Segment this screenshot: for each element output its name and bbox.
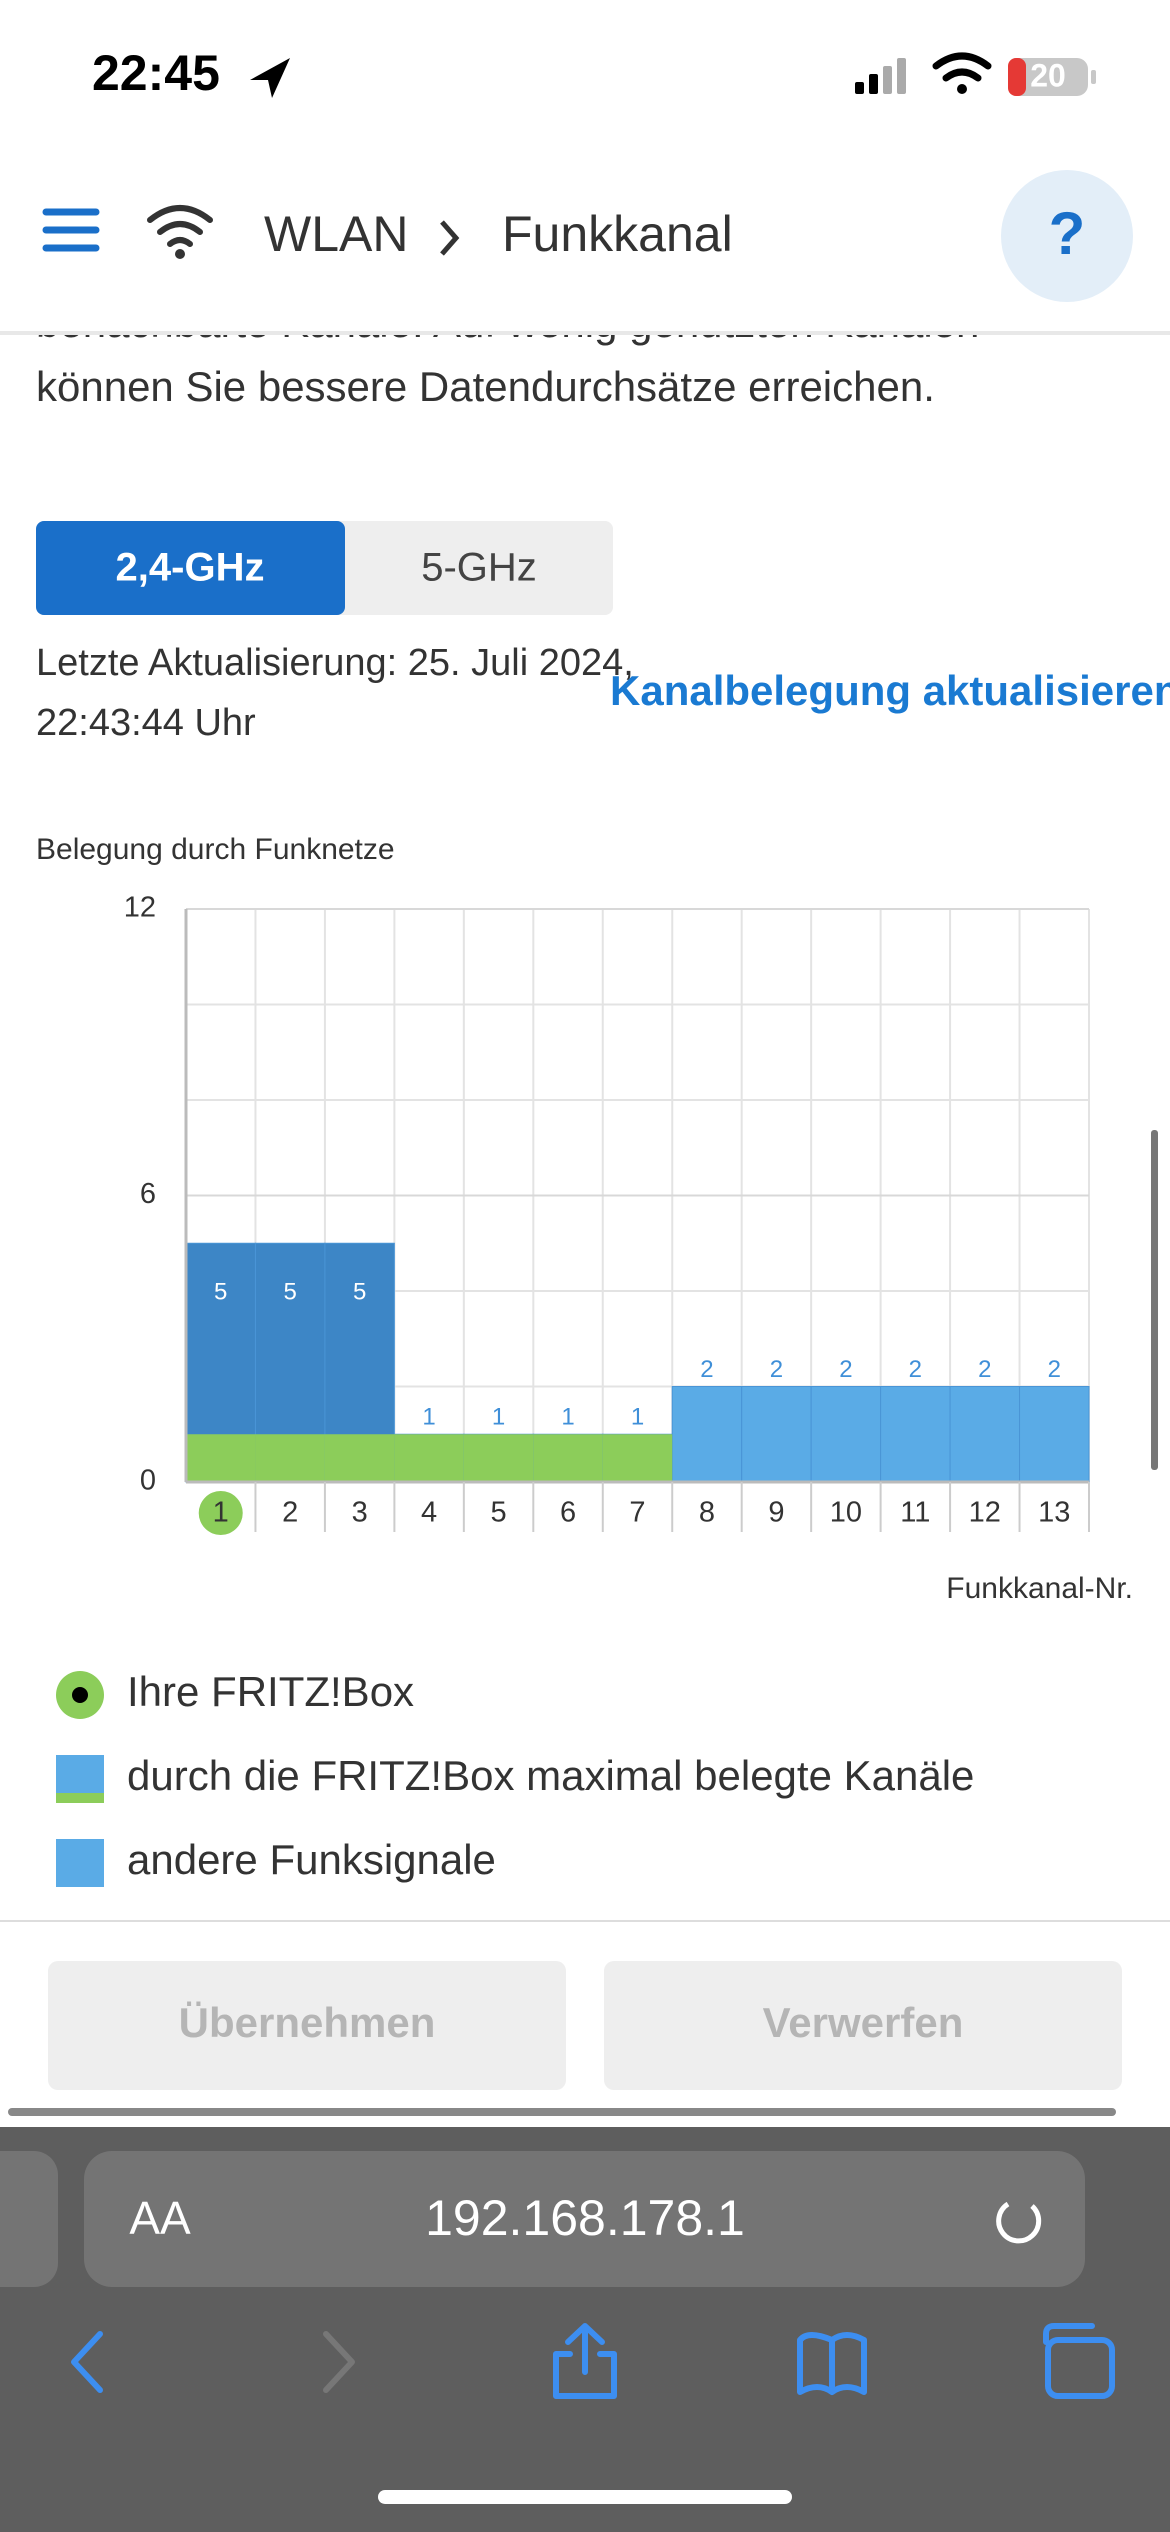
- value-label: 1: [492, 1404, 505, 1431]
- bar: [186, 1434, 256, 1482]
- battery-cap: [1091, 70, 1096, 84]
- x-tick-label: 8: [699, 1497, 715, 1529]
- y-tick-label: 6: [140, 1178, 156, 1210]
- bar: [880, 1386, 951, 1483]
- x-tick-label: 11: [900, 1497, 930, 1529]
- value-label: 5: [284, 1279, 297, 1306]
- button-label[interactable]: Verwerfen: [763, 1999, 964, 2046]
- x-tick-label: 4: [421, 1497, 437, 1529]
- value-label: 2: [1048, 1356, 1061, 1383]
- wifi-dot: [957, 84, 967, 94]
- breadcrumb-page: Funkkanal: [502, 206, 733, 262]
- tab-label[interactable]: 5-GHz: [421, 546, 537, 590]
- breadcrumb-section[interactable]: WLAN: [264, 206, 408, 262]
- x-tick-label: 12: [969, 1497, 1001, 1529]
- bar: [949, 1386, 1021, 1483]
- vertical-scrollbar: [1151, 1130, 1158, 1470]
- x-tick-label: 10: [830, 1497, 862, 1529]
- scroll-indicator: [8, 2108, 1116, 2116]
- status-time: 22:45: [92, 45, 220, 101]
- discard-button[interactable]: [604, 1961, 1122, 2090]
- button-label[interactable]: Übernehmen: [179, 1999, 436, 2046]
- home-indicator: [378, 2490, 792, 2504]
- y-axis-title: Belegung durch Funknetze: [36, 833, 395, 866]
- value-label: 2: [839, 1356, 852, 1383]
- text-size-button[interactable]: AA: [129, 2192, 191, 2244]
- x-tick-label: 3: [352, 1497, 368, 1529]
- own-channel-marker: [198, 1491, 243, 1535]
- value-label: 1: [561, 1404, 574, 1431]
- signal-icon: [855, 58, 906, 94]
- legend-marker-dot: [72, 1687, 88, 1703]
- update-text: Letzte Aktualisierung: 25. Juli 2024,: [36, 642, 634, 684]
- x-tick-label: 6: [560, 1497, 576, 1529]
- battery-level: [1008, 58, 1026, 96]
- x-tick-label: 13: [1038, 1497, 1070, 1529]
- x-axis-title: Funkkanal-Nr.: [946, 1572, 1133, 1605]
- bar: [741, 1386, 812, 1483]
- value-label: 2: [909, 1356, 922, 1383]
- bar: [602, 1434, 673, 1482]
- update-text: 22:43:44 Uhr: [36, 702, 256, 744]
- reload-icon[interactable]: [996, 2201, 1042, 2244]
- toolbar-icons[interactable]: [71, 2323, 1115, 2399]
- x-tick-label: 7: [629, 1497, 645, 1529]
- url[interactable]: 192.168.178.1: [425, 2190, 745, 2246]
- url-field[interactable]: [84, 2151, 1085, 2287]
- wifi-icon: [932, 52, 992, 82]
- bar: [1019, 1386, 1090, 1483]
- legend-marker: [56, 1793, 104, 1803]
- x-tick-label: 5: [491, 1497, 507, 1529]
- bar: [255, 1434, 325, 1482]
- legend-label: durch die FRITZ!Box maximal belegte Kanä…: [127, 1752, 974, 1799]
- help-button[interactable]: [1001, 170, 1133, 302]
- intro-line: können Sie bessere Datendurchsätze errei…: [36, 363, 935, 410]
- value-label: 1: [631, 1404, 644, 1431]
- y-tick-label: 12: [124, 892, 156, 924]
- y-tick-label: 0: [140, 1465, 156, 1497]
- tab-active[interactable]: [36, 521, 345, 615]
- help-label[interactable]: ?: [1049, 200, 1086, 267]
- location-icon: [250, 58, 290, 98]
- x-tick-label: 9: [768, 1497, 784, 1529]
- breadcrumb-chevron: [440, 220, 460, 256]
- bar: [533, 1434, 603, 1482]
- bar: [394, 1434, 464, 1482]
- value-label: 5: [214, 1279, 227, 1306]
- menu-icon[interactable]: [42, 208, 100, 252]
- legend-marker: [56, 1839, 104, 1887]
- bar: [463, 1434, 534, 1482]
- bar: [671, 1386, 743, 1483]
- x-tick-label: 2: [282, 1497, 298, 1529]
- refresh-link[interactable]: Kanalbelegung aktualisieren: [610, 667, 1170, 714]
- bar: [810, 1386, 882, 1483]
- battery-text: 20: [1030, 57, 1066, 93]
- value-label: 5: [353, 1279, 366, 1306]
- value-label: 2: [978, 1356, 991, 1383]
- wlan-dot: [175, 249, 185, 259]
- bar: [324, 1434, 395, 1482]
- battery: [1008, 58, 1088, 96]
- header-shadow: [0, 331, 1170, 335]
- prev-tab[interactable]: [0, 2151, 58, 2287]
- apply-button[interactable]: [48, 1961, 566, 2090]
- legend-label: andere Funksignale: [127, 1836, 496, 1883]
- value-label: 2: [770, 1356, 783, 1383]
- legend-marker: [56, 1755, 104, 1793]
- tab-label[interactable]: 2,4-GHz: [116, 546, 265, 590]
- x-tick-label: 1: [213, 1497, 229, 1529]
- value-label: 2: [700, 1356, 713, 1383]
- wlan-icon: [147, 205, 213, 247]
- value-label: 1: [422, 1404, 435, 1431]
- legend-label: Ihre FRITZ!Box: [127, 1668, 414, 1715]
